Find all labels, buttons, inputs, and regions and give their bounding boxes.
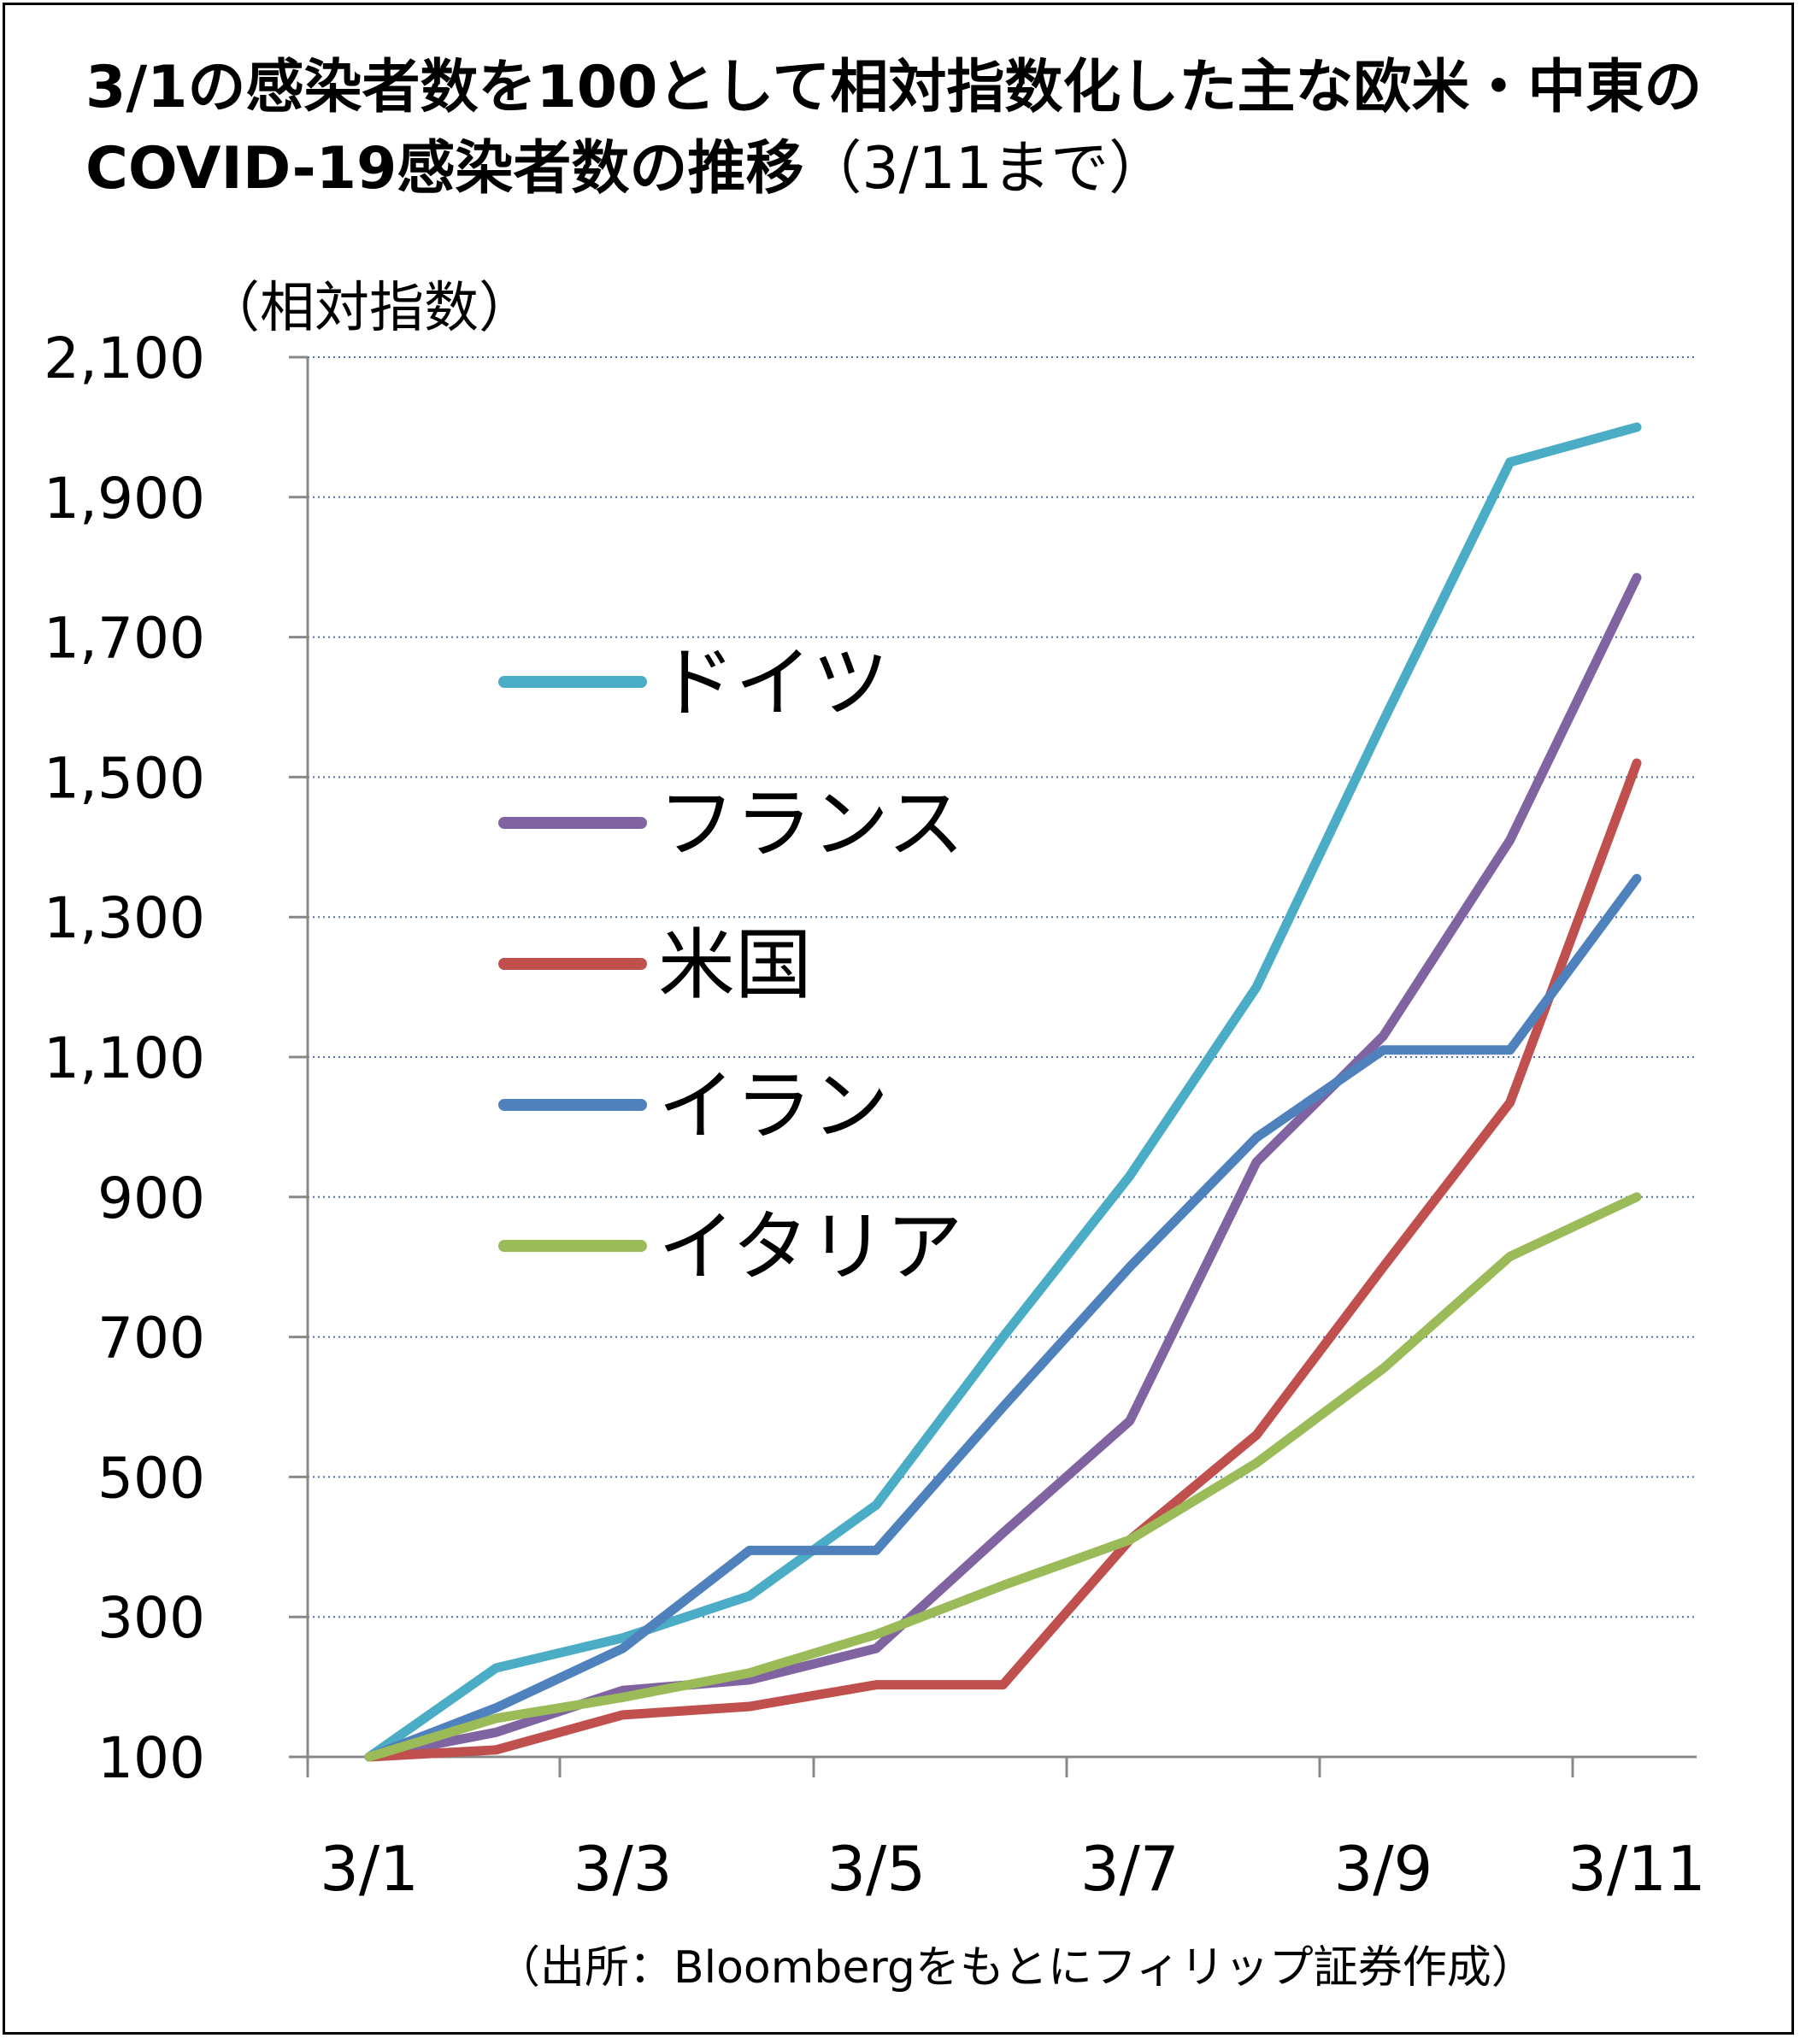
chart-title-main: 3/1の感染者数を100として相対指数化した主な欧米・中東のCOVID-19感染… bbox=[85, 54, 1703, 203]
y-tick-label: 1,100 bbox=[44, 1025, 205, 1091]
x-tick-label: 3/3 bbox=[574, 1833, 673, 1905]
y-axis-label: （相対指数） bbox=[205, 277, 533, 340]
legend-label: 米国 bbox=[658, 920, 812, 1010]
y-tick-label: 700 bbox=[97, 1306, 205, 1371]
source-note: （出所：Bloombergをもとにフィリップ証券作成） bbox=[496, 1942, 1536, 1994]
y-tick-label: 1,700 bbox=[44, 606, 205, 672]
y-tick-label: 1,300 bbox=[44, 885, 205, 951]
legend-label: フランス bbox=[658, 779, 964, 869]
y-tick-label: 500 bbox=[97, 1445, 205, 1511]
y-tick-label: 1,900 bbox=[44, 466, 205, 532]
series-line bbox=[364, 758, 1642, 1762]
legend-label: イタリア bbox=[658, 1202, 962, 1292]
chart-title: 3/1の感染者数を100として相対指数化した主な欧米・中東のCOVID-19感染… bbox=[85, 47, 1761, 209]
y-tick-label: 300 bbox=[97, 1585, 205, 1651]
series-line bbox=[364, 1192, 1642, 1762]
x-tick-label: 3/5 bbox=[826, 1833, 926, 1905]
series-line bbox=[364, 422, 1642, 1762]
y-tick-label: 2,100 bbox=[44, 326, 205, 391]
x-tick-label: 3/7 bbox=[1080, 1833, 1179, 1905]
chart-title-suffix: （3/11まで） bbox=[803, 135, 1168, 203]
series-line bbox=[364, 573, 1642, 1762]
chart-frame bbox=[3, 3, 1794, 2035]
y-tick-label: 100 bbox=[97, 1725, 205, 1791]
x-tick-label: 3/1 bbox=[320, 1833, 419, 1905]
x-tick-label: 3/9 bbox=[1333, 1833, 1432, 1905]
legend-label: ドイツ bbox=[658, 638, 889, 728]
legend-label: イラン bbox=[658, 1061, 889, 1151]
y-tick-label: 1,500 bbox=[44, 745, 205, 811]
y-tick-label: 900 bbox=[97, 1166, 205, 1231]
series-line bbox=[364, 873, 1642, 1762]
x-tick-label: 3/11 bbox=[1568, 1833, 1706, 1905]
